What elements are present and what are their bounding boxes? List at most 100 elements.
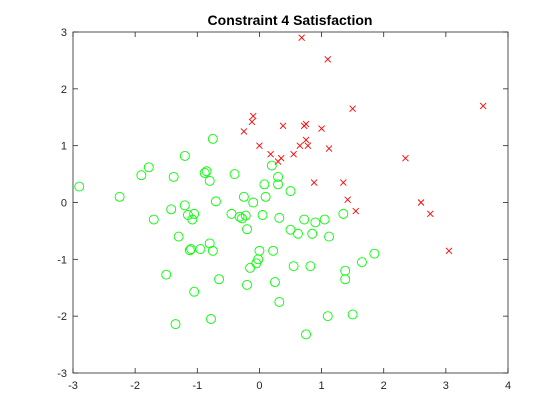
data-point-circle [340, 274, 351, 285]
data-point-circle [204, 238, 215, 249]
y-tick-label: -2 [57, 311, 67, 323]
data-point-circle [274, 212, 285, 223]
data-point-x [240, 128, 248, 135]
data-point-x [310, 179, 318, 186]
data-point-circle [259, 179, 270, 190]
data-point-circle [148, 214, 159, 225]
data-point-circle [347, 309, 358, 320]
data-point-x [277, 154, 285, 162]
data-point-x [248, 118, 256, 126]
y-tick-label: 1 [61, 141, 67, 153]
data-point-x [296, 142, 304, 149]
x-tick-label: -1 [192, 380, 202, 392]
y-tick-label: -1 [57, 254, 67, 266]
data-point-circle [266, 160, 277, 171]
data-point-x [344, 196, 351, 203]
data-point-circle [273, 171, 284, 182]
x-tick-label: 2 [381, 380, 387, 392]
data-point-x [298, 34, 306, 42]
data-point-circle [274, 297, 285, 307]
data-point-x [349, 105, 356, 113]
data-point-circle [307, 228, 318, 239]
data-point-circle [199, 167, 210, 178]
data-point-circle [207, 245, 218, 256]
data-point-circle [310, 217, 321, 228]
data-point-circle [288, 261, 299, 272]
data-point-circle [234, 211, 245, 222]
data-point-x [290, 150, 297, 158]
data-point-x [417, 199, 425, 206]
x-tick-label: 1 [319, 380, 325, 392]
data-point-circle [260, 191, 271, 202]
chart-title: Constraint 4 Satisfaction [208, 12, 373, 28]
data-point-circle [143, 162, 154, 173]
data-point-circle [189, 286, 200, 297]
plot-area [73, 32, 508, 373]
data-point-x [427, 210, 434, 218]
axes: -3 -2 -1 0 1 2 3 4 -3 -2 -1 0 1 2 3 [57, 27, 511, 392]
data-point-circle [195, 244, 206, 255]
data-point-x [340, 179, 347, 186]
data-point-circle [299, 214, 310, 225]
data-point-circle [301, 329, 311, 340]
data-point-x [302, 136, 310, 144]
data-point-circle [173, 231, 184, 242]
y-tick-label: -3 [57, 368, 67, 380]
y-tick-label: 2 [61, 84, 67, 96]
data-point-circle [285, 224, 296, 235]
x-tick-label: 0 [256, 380, 262, 392]
data-point-circle [237, 213, 247, 224]
data-point-x [445, 247, 453, 255]
data-point-circle [204, 175, 215, 186]
data-point-x [249, 112, 257, 120]
data-point-circle [357, 257, 367, 268]
data-point-circle [273, 179, 284, 190]
data-point-circle [369, 248, 380, 259]
data-point-circle [240, 210, 251, 221]
data-point-circle [270, 277, 280, 288]
data-point-circle [214, 274, 224, 285]
data-point-circle [340, 265, 351, 276]
data-point-circle [305, 261, 316, 272]
data-point-x [479, 102, 487, 110]
data-point-circle [242, 279, 252, 290]
data-point-x [267, 150, 274, 158]
data-point-circle [285, 186, 296, 197]
data-point-x [304, 142, 312, 149]
data-point-circle [242, 224, 252, 235]
data-point-circle [238, 191, 249, 202]
data-point-circle [322, 311, 333, 322]
data-point-circle [268, 245, 279, 256]
data-point-x [256, 142, 263, 149]
data-point-circle [207, 133, 218, 144]
data-point-circle [254, 245, 265, 256]
data-point-circle [338, 208, 349, 219]
data-point-circle [206, 314, 216, 324]
data-point-circle [187, 214, 198, 225]
x-tick-label: 4 [505, 380, 511, 392]
data-point-circle [319, 214, 330, 225]
data-point-circle [170, 319, 181, 330]
data-point-x [318, 125, 325, 132]
data-point-circle [324, 231, 334, 242]
data-point-circle [257, 210, 268, 220]
data-point-circle [166, 204, 177, 215]
data-point-x [325, 145, 333, 152]
data-point-circle [229, 169, 240, 180]
data-point-x [324, 55, 332, 63]
data-markers [74, 34, 487, 340]
data-point-x [402, 154, 409, 162]
data-point-circle [189, 208, 200, 219]
data-point-circle [184, 245, 195, 256]
data-point-circle [74, 181, 85, 192]
data-point-circle [168, 171, 179, 182]
data-point-circle [248, 197, 259, 208]
data-point-circle [179, 200, 190, 211]
data-point-circle [114, 191, 125, 202]
data-point-circle [179, 150, 190, 161]
data-point-x [302, 120, 310, 128]
data-point-circle [161, 269, 172, 280]
data-point-circle [136, 170, 147, 181]
x-tick-label: -3 [68, 380, 78, 392]
